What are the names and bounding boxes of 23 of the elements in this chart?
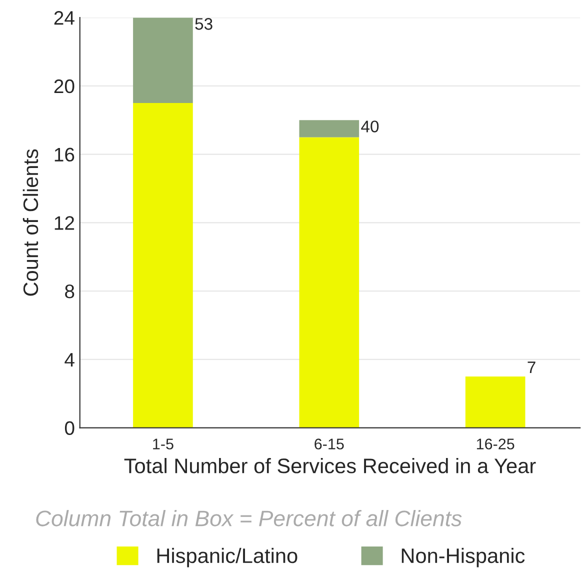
x-tick-label: 6-15 (314, 438, 344, 450)
y-tick-label: 0 (64, 421, 74, 436)
bar (133, 18, 193, 104)
bar (299, 137, 360, 428)
bar (133, 103, 193, 428)
annotation: 53 (195, 18, 212, 30)
y-tick-label: 4 (64, 353, 74, 366)
y-axis-title: Count of Clients (22, 149, 38, 296)
y-tick-label: 12 (54, 216, 74, 230)
annotation: 7 (528, 362, 536, 374)
y-tick-label: 16 (54, 148, 74, 162)
annotation: 40 (361, 120, 379, 132)
y-tick-label: 20 (54, 79, 74, 94)
x-tick-label: 1-5 (153, 438, 174, 450)
x-axis-title: Total Number of Services Received in a Year (124, 458, 536, 474)
legend-label: Non-Hispanic (402, 548, 525, 568)
x-tick-label: 16-25 (476, 438, 514, 450)
legend-label: Hispanic/Latino (157, 548, 298, 568)
text: Column Total in Box = Percent of all Clients (36, 510, 462, 526)
bar (299, 120, 360, 138)
y-tick-label: 8 (65, 284, 74, 298)
bar (465, 376, 526, 428)
y-tick-label: 24 (54, 11, 74, 25)
